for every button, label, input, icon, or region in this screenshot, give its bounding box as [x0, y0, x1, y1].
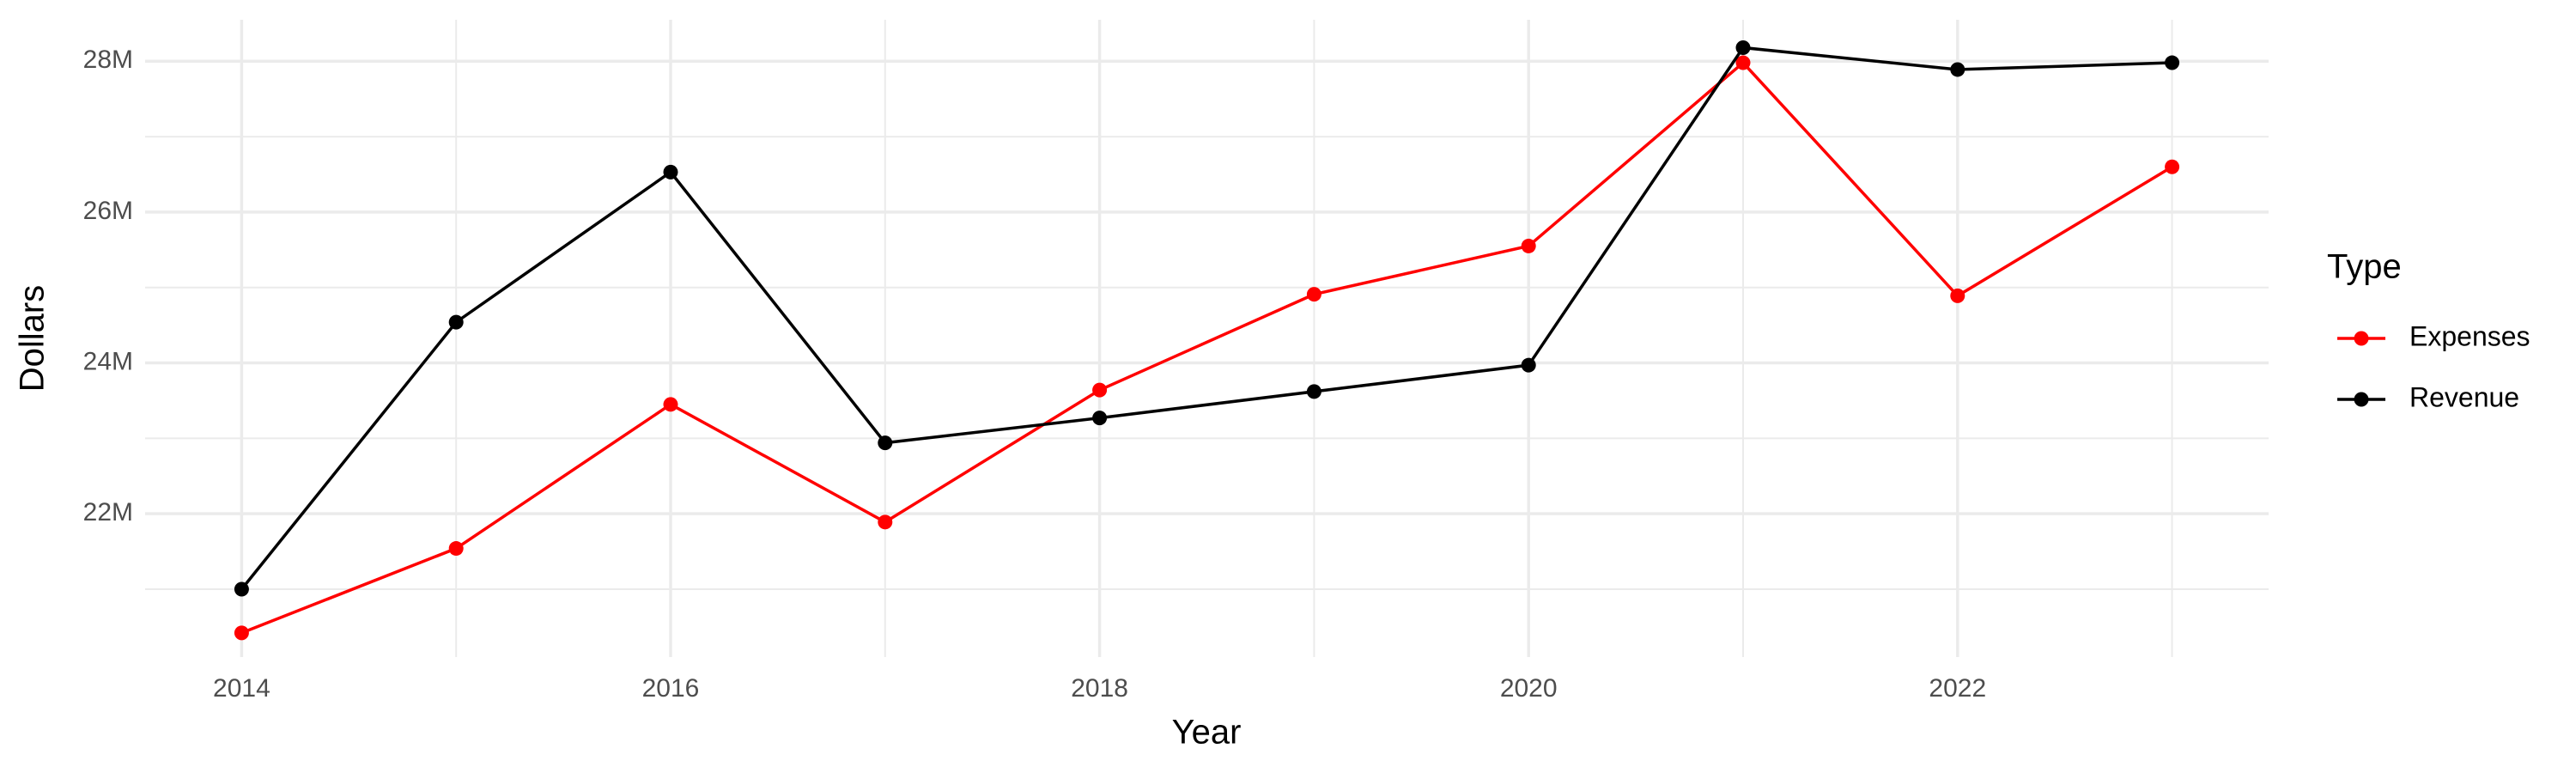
y-tick-label: 24M	[83, 347, 133, 375]
x-tick-label: 2016	[642, 674, 700, 703]
series-line	[240, 60, 2173, 635]
point	[1306, 287, 1321, 302]
legend-label: Revenue	[2409, 381, 2519, 412]
x-tick-label: 2018	[1071, 674, 1128, 703]
y-tick-label: 22M	[83, 498, 133, 526]
point	[448, 314, 464, 330]
y-axis-title: Dollars	[14, 285, 52, 392]
point	[1735, 40, 1751, 55]
point	[1950, 288, 1965, 303]
x-tick-label: 2022	[1929, 674, 1986, 703]
y-tick-label: 26M	[83, 197, 133, 225]
legend-title: Type	[2327, 248, 2402, 286]
point	[1950, 62, 1965, 77]
point	[2165, 159, 2180, 174]
point	[1521, 357, 1536, 373]
x-axis-title: Year	[1172, 714, 1242, 752]
x-tick-label: 2020	[1500, 674, 1558, 703]
point	[234, 625, 249, 641]
point	[1092, 382, 1108, 398]
point	[1092, 411, 1108, 426]
point	[1521, 238, 1536, 253]
y-tick-label: 28M	[83, 46, 133, 74]
series-line	[240, 46, 2172, 591]
legend-point	[2354, 392, 2369, 407]
x-tick-label: 2014	[213, 674, 270, 703]
legend-point	[2354, 331, 2369, 346]
point	[448, 541, 464, 557]
point	[878, 514, 893, 530]
point	[878, 435, 893, 451]
point	[1735, 55, 1751, 70]
point	[234, 581, 249, 597]
point	[663, 164, 678, 180]
point	[663, 397, 678, 412]
point	[2165, 55, 2180, 70]
point	[1306, 384, 1321, 399]
legend-label: Expenses	[2409, 320, 2530, 351]
